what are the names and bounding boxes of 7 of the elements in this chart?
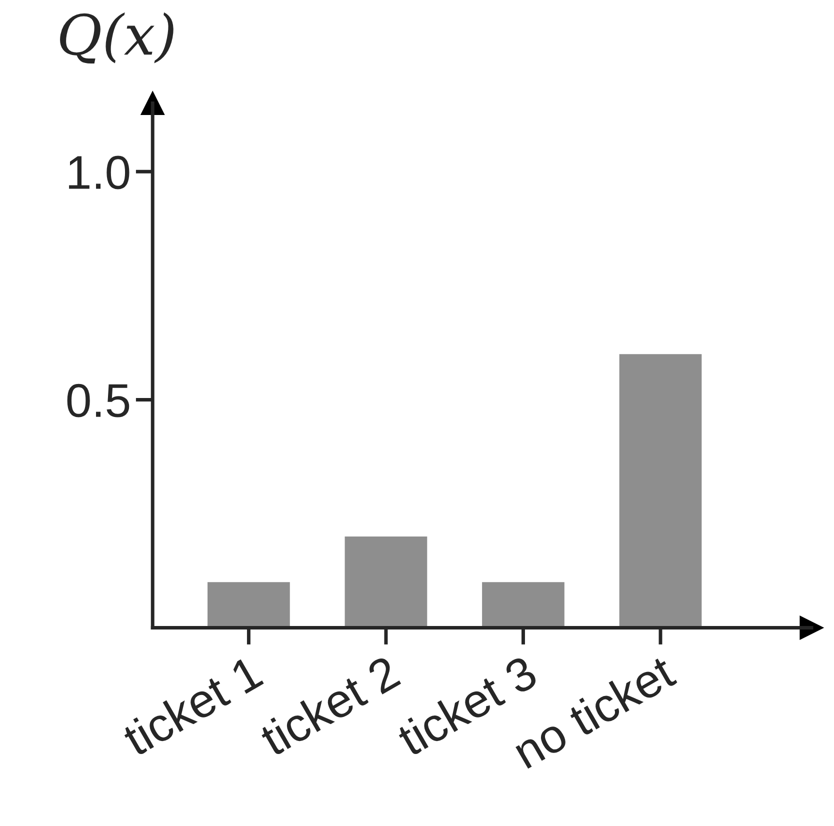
bar	[344, 536, 428, 628]
y-axis-title: Q(x)	[60, 12, 174, 64]
bar	[482, 582, 564, 628]
bar	[208, 582, 290, 628]
y-tick-label: 1.0	[69, 156, 130, 190]
bar	[619, 354, 702, 628]
y-tick-label: 0.5	[67, 384, 130, 418]
